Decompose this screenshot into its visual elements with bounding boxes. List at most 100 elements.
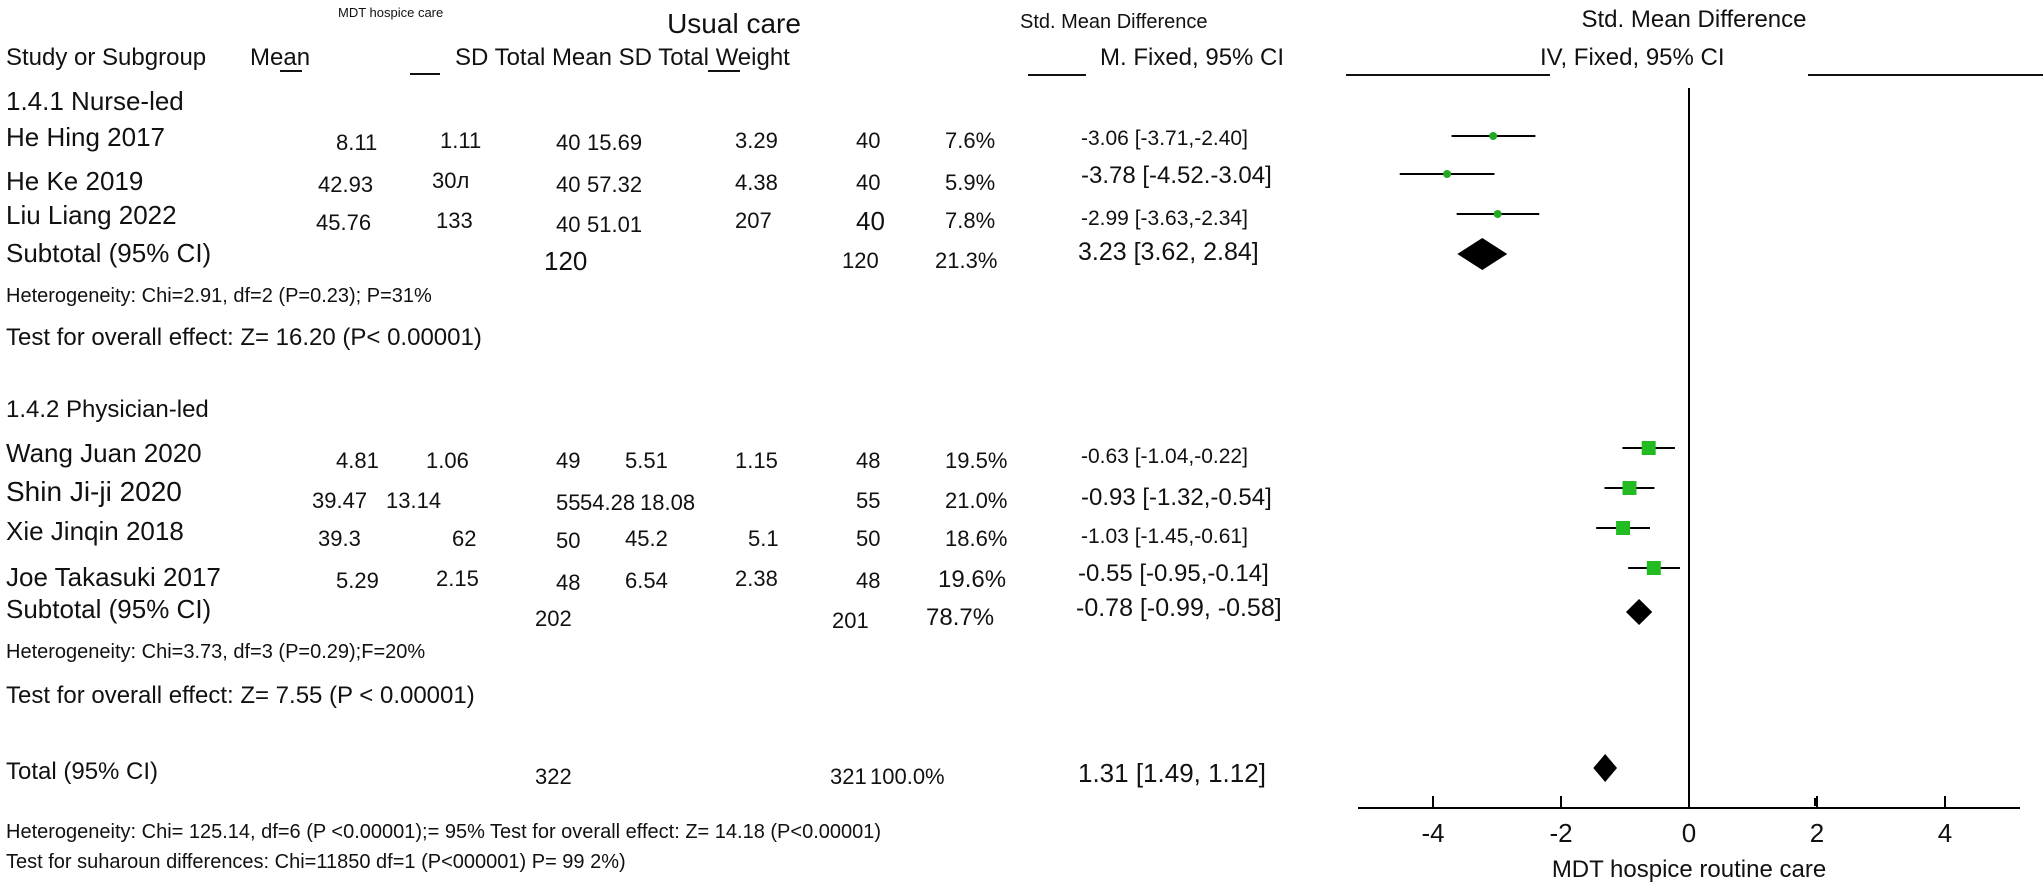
subtotal-label: Subtotal (95% CI) [6, 594, 212, 624]
mean2-value: 45.2 [625, 526, 668, 551]
smd-column-method: M. Fixed, 95% CI [1100, 44, 1285, 71]
total1-value: 49 [556, 448, 581, 473]
mean1-value: 45.76 [316, 210, 372, 235]
header-underline [280, 70, 302, 72]
sd-total-weight-header: SD Total Mean SD Total Weight [455, 44, 790, 71]
x-axis-label: MDT hospice routine care [1552, 856, 1826, 883]
forest-plot: -4 -2 0 2 4 MDT hospice routine care [1358, 88, 2020, 883]
weight-value: 18.6% [945, 526, 1008, 551]
study-column-header: Study or Subgroup [6, 44, 207, 71]
pooled-diamond [1457, 238, 1508, 270]
study-point [1646, 561, 1661, 575]
smd-column-title: Std. Mean Difference [1020, 11, 1208, 33]
sd2-value: 1.15 [735, 448, 778, 473]
sd2-value: 3.29 [735, 128, 778, 153]
sd1-value: 62 [452, 526, 477, 551]
total2-value: 40 [856, 128, 881, 153]
overall-effect-text: Test for overall effect: Z= 16.20 (P< 0.… [6, 324, 482, 351]
total2-value: 48 [856, 448, 881, 473]
sd1-value: 1.06 [426, 448, 469, 473]
plot-title: Std. Mean Difference [1581, 6, 1807, 33]
study-name: He Hing 2017 [6, 122, 165, 152]
mean2-value: 6.54 [625, 568, 668, 593]
plot-method: IV, Fixed, 95% CI [1540, 44, 1725, 71]
mean2-value: 51.01 [587, 212, 643, 237]
total2-value: 40 [856, 170, 881, 195]
header-underline [410, 73, 440, 75]
mean1-value: 39.3 [318, 526, 361, 551]
study-name: Joe Takasuki 2017 [6, 562, 221, 592]
sd2-value: 207 [735, 208, 772, 233]
total-total1: 322 [535, 764, 572, 789]
ci-text: -0.63 [-1.04,-0.22] [1081, 445, 1248, 468]
pooled-diamond [1625, 599, 1653, 625]
study-name: Liu Liang 2022 [6, 200, 177, 230]
total1-value: 50 [556, 528, 581, 553]
sd1-value: 13.14 [386, 488, 442, 513]
subtotal-ci: -0.78 [-0.99, -0.58] [1076, 594, 1282, 622]
subgroup-title: 1.4.2 Physician-led [6, 396, 209, 423]
header-underline [708, 70, 740, 72]
study-name: Xie Jinqin 2018 [6, 516, 184, 546]
weight-value: 19.6% [938, 566, 1007, 593]
ci-text: -3.06 [-3.71,-2.40] [1081, 127, 1248, 150]
mean1-value: 5.29 [336, 568, 379, 593]
mean2-value: 54.28 [580, 490, 636, 515]
ci-text: -3.78 [-4.52.-3.04] [1081, 162, 1272, 189]
sd1-value: 1.11 [440, 128, 482, 153]
study-point [1622, 481, 1637, 495]
ci-text: -0.93 [-1.32,-0.54] [1081, 484, 1272, 511]
total1-value: 40 [556, 172, 581, 197]
x-tick-label: -2 [1549, 818, 1572, 848]
subtotal-weight: 21.3% [935, 248, 998, 273]
study-point [1493, 210, 1502, 218]
sd2-value: 2.38 [735, 566, 778, 591]
mean2-value: 5.51 [625, 448, 668, 473]
study-name: Shin Ji-ji 2020 [6, 476, 182, 507]
subtotal-total2: 120 [842, 248, 879, 273]
total1-value: 40 [556, 212, 581, 237]
ci-text: -1.03 [-1.45,-0.61] [1081, 525, 1248, 548]
subtotal-total2: 201 [832, 608, 869, 633]
group2-header: Usual care [667, 8, 801, 39]
header-underline [1028, 74, 1086, 76]
total2-value: 40 [856, 206, 885, 236]
sd2-value: 18.08 [640, 490, 696, 515]
heterogeneity-text: Heterogeneity: Chi=3.73, df=3 (P=0.29);F… [6, 641, 426, 663]
total-weight: 100.0% [870, 764, 945, 789]
subtotal-total1: 202 [535, 606, 572, 631]
mean1-value: 8.11 [336, 130, 378, 155]
total1-value: 40 [556, 130, 581, 155]
overall-effect-text: Test for overall effect: Z= 7.55 (P < 0.… [6, 682, 475, 709]
sd2-value: 5.1 [748, 526, 779, 551]
ci-text: -2.99 [-3.63,-2.34] [1081, 207, 1248, 230]
mean1-column-header: Mean [250, 44, 311, 71]
total-label: Total (95% CI) [6, 758, 159, 785]
total-ci: 1.31 [1.49, 1.12] [1078, 758, 1266, 788]
total-total2: 321 [830, 764, 867, 789]
total-heterogeneity-text: Heterogeneity: Chi= 125.14, df=6 (P <0.0… [6, 821, 882, 843]
mean1-value: 4.81 [336, 448, 379, 473]
x-tick-label: 0 [1682, 818, 1696, 848]
heterogeneity-text: Heterogeneity: Chi=2.91, df=2 (P=0.23); … [6, 285, 432, 307]
sd1-value: 133 [436, 208, 473, 233]
weight-value: 19.5% [945, 448, 1008, 473]
subtotal-ci: 3.23 [3.62, 2.84] [1078, 238, 1259, 266]
weight-value: 7.8% [945, 208, 996, 233]
group1-header: MDT hospice care [338, 5, 444, 20]
study-point [1443, 170, 1452, 178]
header-underline [1808, 74, 2043, 76]
mean1-value: 42.93 [318, 172, 374, 197]
subgroup-differences-text: Test for suharoun differences: Chi=11850… [6, 851, 626, 873]
sd1-value: 30л [432, 168, 470, 193]
study-point [1641, 441, 1656, 455]
x-tick-label: 2 [1810, 818, 1824, 848]
study-name: He Ke 2019 [6, 166, 144, 196]
total1-value: 48 [556, 570, 581, 595]
study-point [1616, 521, 1631, 535]
sd1-value: 2.15 [436, 566, 479, 591]
header-underline [1346, 74, 1550, 76]
subtotal-total1: 120 [544, 246, 588, 276]
total2-value: 55 [856, 488, 881, 513]
weight-value: 21.0% [945, 488, 1008, 513]
